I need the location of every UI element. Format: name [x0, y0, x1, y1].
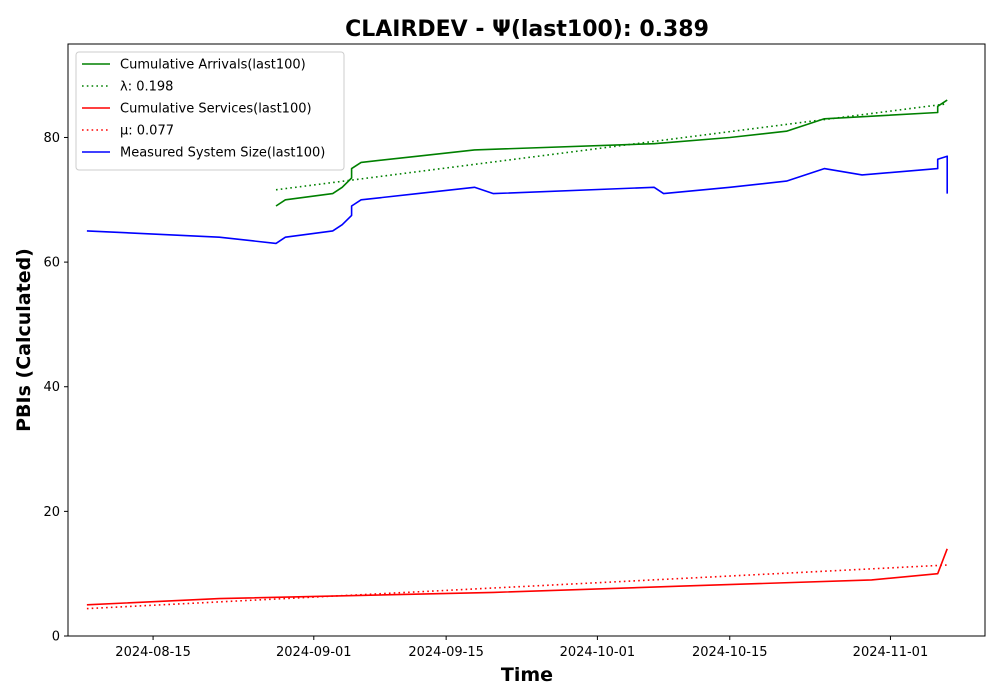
series-line-0	[275, 99, 948, 207]
y-tick-label-1: 20	[43, 505, 60, 520]
legend-label-4: Measured System Size(last100)	[120, 146, 325, 161]
y-tick-label-2: 40	[43, 380, 60, 395]
legend-label-1: λ: 0.198	[120, 80, 173, 95]
legend-label-2: Cumulative Services(last100)	[120, 102, 312, 117]
x-tick-label-5: 2024-11-01	[853, 645, 929, 660]
legend-label-0: Cumulative Arrivals(last100)	[120, 58, 306, 73]
y-tick-label-0: 0	[52, 630, 60, 645]
x-tick-label-1: 2024-09-01	[276, 645, 352, 660]
x-tick-label-2: 2024-09-15	[408, 645, 484, 660]
y-tick-label-4: 80	[43, 131, 60, 146]
x-axis-label: Time	[501, 664, 553, 686]
legend: Cumulative Arrivals(last100) λ: 0.198 Cumu…	[75, 51, 345, 171]
y-tick-label-3: 60	[43, 256, 60, 271]
legend-label-3: μ: 0.077	[120, 124, 174, 139]
series-line-2	[86, 548, 948, 606]
series-line-4	[86, 155, 949, 245]
plot-area	[86, 99, 949, 610]
x-tick-label-4: 2024-10-15	[692, 645, 768, 660]
plot-frame	[67, 43, 986, 637]
x-tick-label-3: 2024-10-01	[560, 645, 636, 660]
chart-title: CLAIRDEV - Ψ(last100): 0.389	[345, 17, 709, 42]
y-axis-label: PBIs (Calculated)	[13, 248, 35, 432]
x-tick-label-0: 2024-08-15	[115, 645, 191, 660]
legend-box	[75, 51, 345, 171]
